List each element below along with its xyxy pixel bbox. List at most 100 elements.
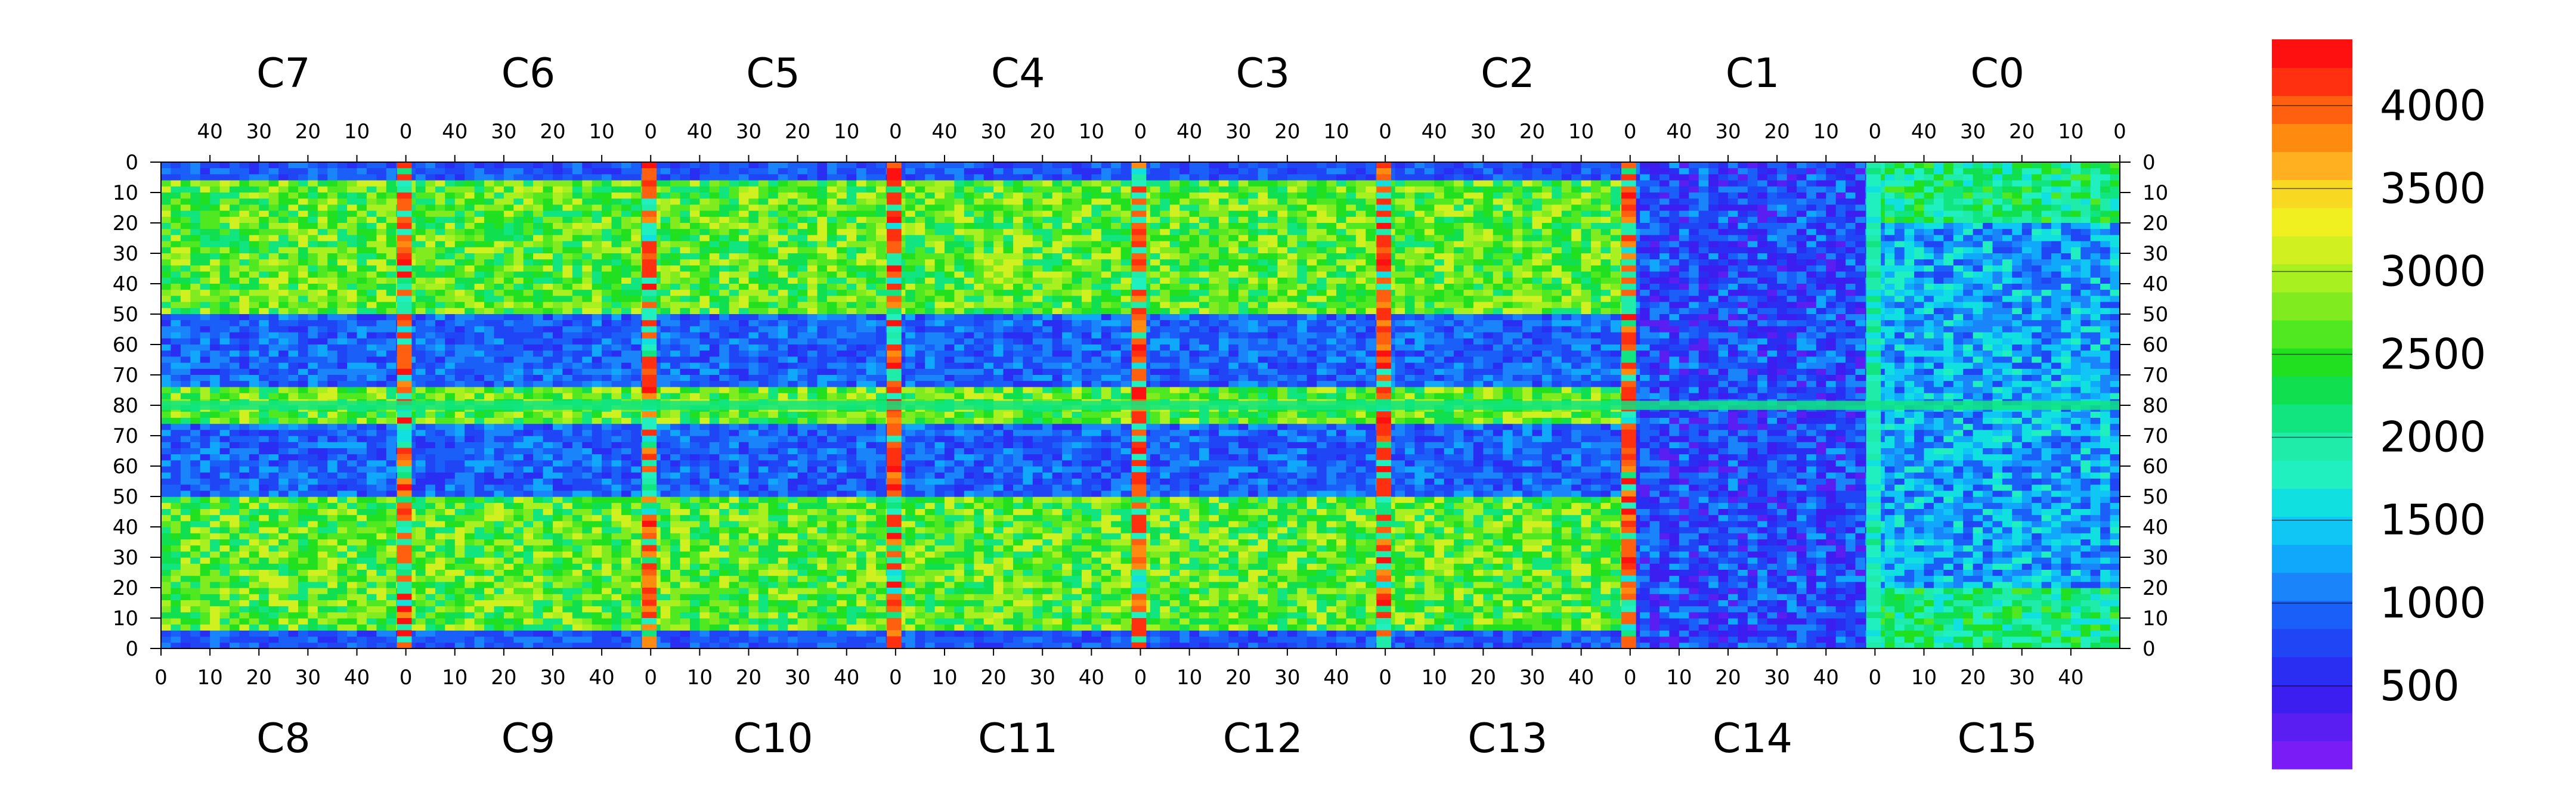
heatmap-cell xyxy=(670,320,681,327)
heatmap-cell xyxy=(837,381,847,387)
heatmap-cell xyxy=(465,448,475,455)
heatmap-cell xyxy=(846,235,857,242)
heatmap-cell xyxy=(788,332,798,339)
heatmap-cell xyxy=(523,581,534,588)
heatmap-cell xyxy=(268,442,279,448)
heatmap-cell xyxy=(474,216,485,224)
heatmap-cell xyxy=(425,277,436,284)
heatmap-cell xyxy=(161,436,171,442)
heatmap-cell xyxy=(592,442,602,448)
heatmap-cell xyxy=(876,344,886,351)
heatmap-cell xyxy=(826,229,837,235)
heatmap-cell xyxy=(866,265,877,272)
heatmap-cell xyxy=(416,174,426,181)
heatmap-cell xyxy=(484,575,494,582)
heatmap-cell xyxy=(582,210,593,218)
heatmap-cell xyxy=(739,174,750,181)
heatmap-cell xyxy=(200,284,210,290)
heatmap-cell xyxy=(317,308,328,315)
heatmap-cell xyxy=(445,186,456,193)
heatmap-cell xyxy=(416,362,426,370)
heatmap-cell xyxy=(837,320,847,327)
heatmap-cell xyxy=(494,594,504,600)
heatmap-cell xyxy=(631,460,642,467)
heatmap-cell xyxy=(856,344,867,351)
heatmap-cell xyxy=(660,223,671,229)
heatmap-cell xyxy=(621,186,631,193)
heatmap-cell xyxy=(268,563,279,570)
heatmap-cell xyxy=(425,442,436,448)
heatmap-cell xyxy=(200,606,210,613)
heatmap-cell xyxy=(758,362,769,370)
heatmap-cell xyxy=(572,600,583,607)
heatmap-cell xyxy=(523,186,534,193)
heatmap-cell xyxy=(210,277,221,284)
heatmap-cell xyxy=(357,417,367,424)
heatmap-cell xyxy=(259,594,270,600)
heatmap-cell xyxy=(729,284,739,290)
heatmap-cell xyxy=(543,423,553,430)
heatmap-cell xyxy=(680,229,691,235)
heatmap-cell xyxy=(317,520,328,527)
heatmap-cell xyxy=(621,436,631,442)
heatmap-cell xyxy=(631,387,642,394)
heatmap-cell xyxy=(807,241,818,248)
heatmap-cell xyxy=(866,223,877,229)
heatmap-cell xyxy=(876,314,886,321)
heatmap-cell xyxy=(171,284,181,290)
heatmap-cell xyxy=(602,259,612,266)
heatmap-cell xyxy=(592,381,602,387)
heatmap-cell xyxy=(817,332,828,339)
heatmap-cell xyxy=(543,466,553,473)
heatmap-cell xyxy=(230,606,240,613)
heatmap-cell xyxy=(210,423,221,430)
heatmap-cell xyxy=(308,235,318,242)
heatmap-cell xyxy=(366,411,377,418)
heatmap-cell xyxy=(846,296,857,303)
heatmap-cell xyxy=(230,454,240,461)
heatmap-cell xyxy=(445,338,456,345)
heatmap-cell xyxy=(200,271,210,278)
heatmap-cell xyxy=(288,375,299,381)
heatmap-cell xyxy=(259,484,270,491)
heatmap-cell xyxy=(592,350,602,357)
heatmap-cell xyxy=(670,387,681,394)
heatmap-cell xyxy=(171,527,181,533)
heatmap-cell xyxy=(180,271,191,278)
heatmap-cell xyxy=(680,290,691,296)
heatmap-cell xyxy=(523,527,534,533)
heatmap-cell xyxy=(190,436,201,442)
heatmap-cell xyxy=(347,271,358,278)
heatmap-cell xyxy=(582,375,593,381)
heatmap-cell xyxy=(445,253,456,260)
heatmap-cell xyxy=(543,429,553,436)
heatmap-cell xyxy=(484,314,494,321)
heatmap-cell xyxy=(680,247,691,254)
heatmap-cell xyxy=(503,454,514,461)
heatmap-cell xyxy=(416,502,426,509)
heatmap-cell xyxy=(366,545,377,552)
heatmap-cell xyxy=(602,448,612,455)
heatmap-cell xyxy=(494,271,504,278)
heatmap-cell xyxy=(856,326,867,333)
heatmap-cell xyxy=(386,332,397,339)
heatmap-cell xyxy=(543,180,553,187)
heatmap-cell xyxy=(357,490,367,497)
heatmap-cell xyxy=(543,302,553,309)
heatmap-cell xyxy=(846,253,857,260)
heatmap-cell xyxy=(807,375,818,381)
heatmap-cell xyxy=(758,356,769,364)
heatmap-cell xyxy=(553,168,563,175)
heatmap-cell xyxy=(572,423,583,430)
heatmap-cell xyxy=(719,247,730,254)
heatmap-cell xyxy=(259,168,270,175)
heatmap-cell xyxy=(327,472,338,479)
heatmap-cell xyxy=(562,581,573,588)
heatmap-cell xyxy=(268,247,279,254)
heatmap-cell xyxy=(268,436,279,442)
heatmap-cell xyxy=(288,600,299,607)
heatmap-cell xyxy=(317,642,328,649)
heatmap-cell xyxy=(454,636,465,643)
heatmap-cell xyxy=(709,290,720,296)
heatmap-cell xyxy=(337,618,348,625)
